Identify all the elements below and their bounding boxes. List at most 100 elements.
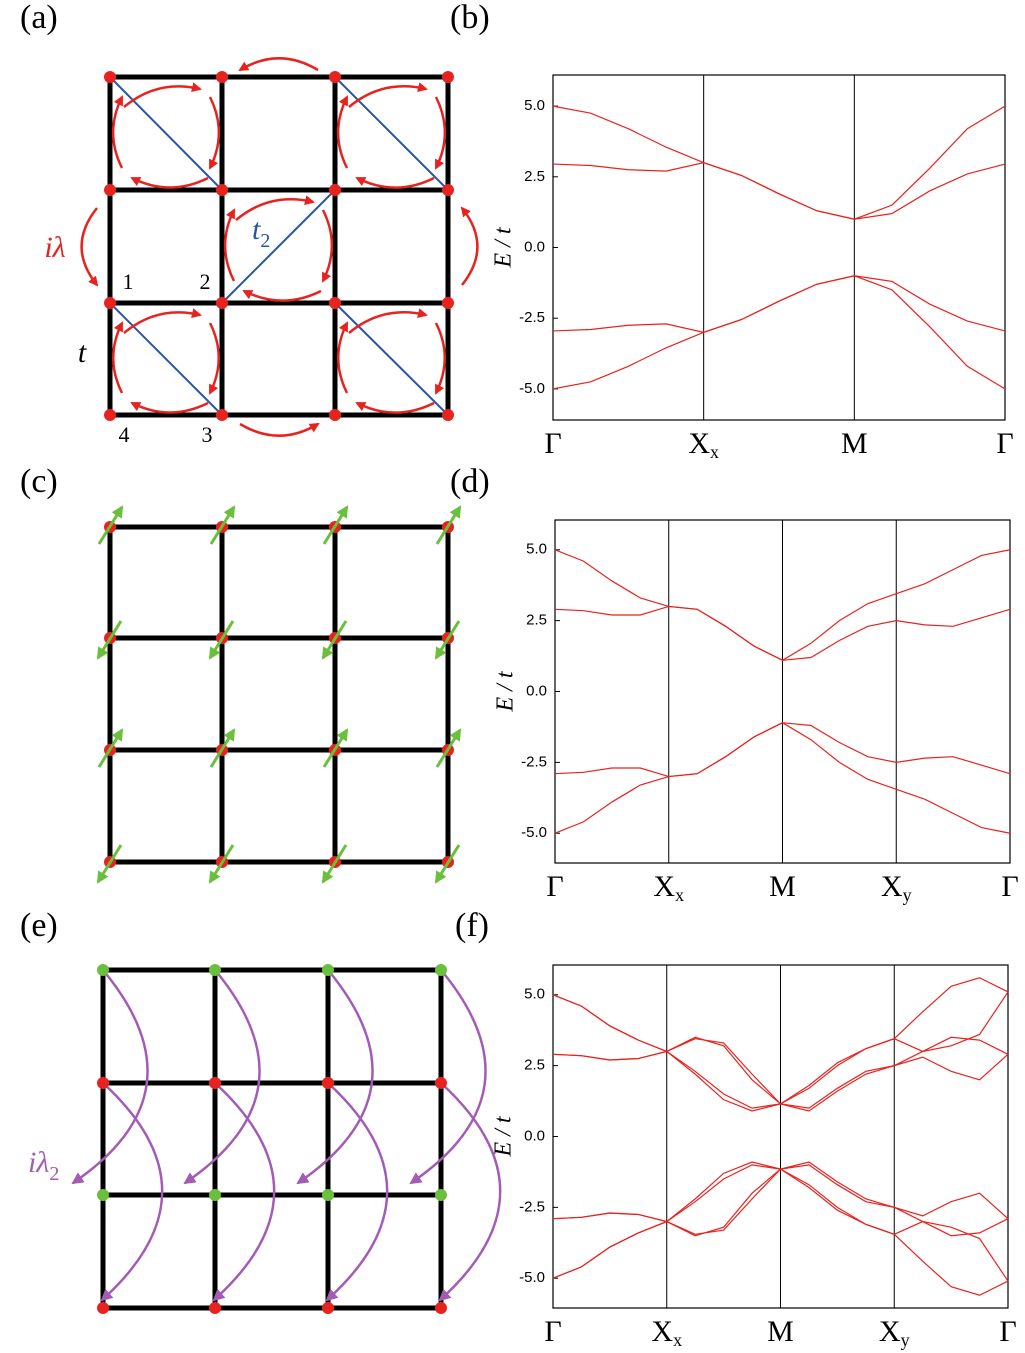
hopping-arrow	[355, 401, 435, 414]
spin	[322, 505, 349, 545]
panel-label: (a)	[20, 0, 58, 36]
hopping-arrow	[111, 95, 124, 169]
x-tick-label: M	[769, 870, 796, 903]
site	[322, 1189, 334, 1201]
x-tick-main: X	[651, 1315, 673, 1348]
y-tick-label: -2.5	[519, 309, 545, 326]
panel-label: (d)	[450, 463, 490, 500]
nnn-bond	[109, 76, 223, 191]
site	[322, 1077, 334, 1089]
site	[97, 964, 109, 976]
spin	[97, 728, 124, 768]
hopping-arrow	[438, 1082, 502, 1302]
x-tick-main: Γ	[996, 427, 1013, 460]
y-tick-label: 5.0	[524, 986, 545, 1003]
x-tick-main: X	[653, 870, 675, 903]
site	[329, 184, 341, 196]
site	[442, 71, 454, 83]
x-tick-main: Γ	[546, 870, 563, 903]
hopping-arrow	[460, 206, 479, 286]
site	[442, 184, 454, 196]
y-tick-label: -2.5	[519, 1198, 545, 1215]
nnn-base: t	[252, 213, 261, 246]
site	[322, 964, 334, 976]
hopping-arrow	[71, 969, 149, 1185]
hopping-arrow	[336, 95, 349, 169]
x-tick-label: Γ	[544, 427, 561, 460]
y-tick-label: -5.0	[521, 824, 547, 841]
hopping-arrow	[100, 1082, 164, 1302]
x-tick-label: M	[841, 427, 868, 460]
site	[216, 409, 228, 421]
nnn-bond	[221, 189, 336, 304]
hopping-arrow	[80, 207, 99, 287]
y-axis-label: E / t	[491, 226, 517, 268]
x-tick-main: X	[881, 870, 903, 903]
site	[104, 409, 116, 421]
y-axis-label: E / t	[493, 670, 519, 712]
y-tick-label: 0.0	[526, 682, 547, 699]
spin	[434, 844, 461, 884]
nnn-bond	[334, 302, 449, 416]
hopping-arrow	[130, 401, 209, 414]
hopping-arrow	[321, 209, 334, 283]
site	[104, 71, 116, 83]
band-line	[552, 162, 1006, 220]
site	[97, 1077, 109, 1089]
site	[209, 1302, 221, 1314]
x-tick-main: Γ	[1001, 870, 1018, 903]
panel-label: (b)	[450, 0, 490, 36]
x-tick-label: M	[767, 1315, 794, 1348]
site	[216, 297, 228, 309]
nnn-label: t2	[252, 213, 270, 252]
x-tick-label: Γ	[996, 427, 1013, 460]
band-line	[552, 105, 1006, 220]
panel-label: (f)	[455, 907, 489, 944]
hopping-arrow	[239, 422, 320, 437]
site	[329, 409, 341, 421]
soc-label: iλ	[44, 231, 65, 264]
spin	[96, 620, 123, 660]
y-tick-label: -5.0	[519, 380, 545, 397]
hopping-arrow	[208, 322, 220, 395]
spin	[321, 620, 348, 660]
soc2-label: iλ2	[28, 1146, 59, 1185]
band-charts: 5.0 2.5 0.0 -2.5 -5.0 Γ Xx M Γ E / t 5.0 2.5 0.0 -2.5…	[491, 74, 1019, 1350]
hopping-arrow	[208, 96, 221, 170]
site	[97, 1302, 109, 1314]
hopping-arrow	[223, 208, 236, 282]
x-tick-main: M	[767, 1315, 794, 1348]
lattice-diagrams	[71, 57, 502, 1314]
hopping-arrow	[355, 176, 435, 189]
spin	[208, 844, 235, 884]
soc2-base: iλ	[28, 1146, 49, 1179]
hopping-arrow	[123, 308, 202, 334]
x-tick-main: M	[841, 427, 868, 460]
x-tick-main: M	[769, 870, 796, 903]
hopping-arrow	[130, 176, 209, 189]
hopping-arrow	[123, 82, 202, 108]
hopping-arrow	[212, 1082, 276, 1302]
x-tick-main: X	[688, 427, 710, 460]
site	[216, 184, 228, 196]
spin	[435, 728, 462, 768]
spin	[97, 505, 124, 545]
site	[209, 964, 221, 976]
site	[209, 1077, 221, 1089]
site	[435, 1077, 447, 1089]
site	[442, 297, 454, 309]
panel-label: (e)	[20, 907, 58, 944]
site-label: 1	[123, 269, 134, 294]
y-tick-label: 2.5	[524, 168, 545, 185]
hopping-arrow	[242, 289, 322, 302]
x-tick-sub: y	[901, 1330, 910, 1350]
x-tick-main: X	[879, 1315, 901, 1348]
x-tick-sub: x	[710, 442, 719, 462]
x-tick-label: Xx	[653, 870, 684, 905]
hopping-arrow	[409, 969, 487, 1185]
site	[104, 297, 116, 309]
site	[442, 409, 454, 421]
site-label: 3	[202, 422, 213, 447]
band-line	[552, 275, 1006, 390]
